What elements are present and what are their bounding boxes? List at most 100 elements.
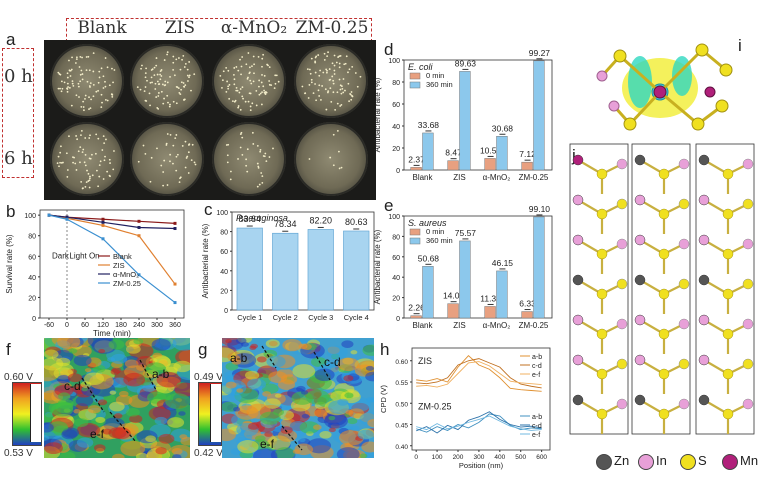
bacterial-colony: [61, 87, 64, 90]
bacterial-colony: [153, 66, 156, 69]
bacterial-colony: [187, 151, 190, 154]
y-tick-label: 0.40: [395, 444, 408, 451]
bacterial-colony: [342, 91, 345, 94]
panel-label-d: d: [384, 40, 394, 59]
bacterial-colony: [312, 92, 315, 94]
bacterial-colony: [249, 79, 252, 82]
potential-domain: [167, 417, 185, 428]
profile-line: [139, 359, 157, 391]
petri-dish: [50, 122, 124, 196]
bacterial-colony: [340, 166, 343, 169]
bacterial-colony: [222, 70, 225, 73]
bacterial-colony: [225, 144, 228, 146]
potential-domain: [81, 387, 88, 392]
x-tick-label: Cycle 1: [237, 313, 262, 322]
atom: [742, 198, 754, 210]
bacterial-colony: [68, 69, 71, 72]
bar: [410, 315, 422, 319]
bacterial-colony: [73, 156, 76, 159]
annotation-zis: ZIS: [418, 356, 432, 366]
x-tick-label: α-MnO₂: [483, 173, 511, 182]
data-point: [65, 217, 69, 221]
y-tick-label: 0.55: [395, 380, 408, 387]
chart-title: S. aureus: [408, 218, 447, 228]
bacterial-colony: [75, 135, 78, 137]
bacterial-colony: [308, 158, 311, 160]
legend-swatch: [409, 237, 421, 245]
potential-domain: [229, 393, 242, 402]
kpfm-histogram-g: [210, 384, 221, 442]
bacterial-colony: [97, 185, 100, 188]
bacterial-colony: [57, 87, 60, 90]
atom: [616, 238, 628, 250]
data-point: [101, 220, 105, 224]
bacterial-colony: [260, 81, 263, 84]
bacterial-colony: [252, 143, 255, 145]
bar: [496, 136, 508, 171]
bacterial-colony: [87, 55, 90, 58]
bacterial-colony: [92, 84, 95, 86]
potential-domain: [136, 364, 147, 371]
bacterial-colony: [84, 94, 87, 97]
metal-atom: [572, 314, 584, 326]
e-coli-antibacterial-chart: 0 20 40 60 80 100 Antibacterial rate (%) E. col…: [373, 48, 553, 182]
bacterial-colony: [151, 81, 153, 84]
bacterial-colony: [261, 65, 263, 68]
bacterial-colony: [95, 133, 98, 136]
bacterial-colony: [175, 155, 178, 158]
bacterial-colony: [306, 68, 309, 71]
bacterial-colony: [348, 68, 351, 71]
y-tick-label: 60: [220, 249, 228, 256]
bacterial-colony: [264, 152, 267, 155]
plot-frame: [403, 215, 553, 319]
y-tick-label: 100: [216, 210, 228, 217]
potential-domain: [314, 368, 335, 382]
bacterial-colony: [144, 72, 147, 75]
potential-domain: [129, 414, 143, 424]
bacterial-colony: [273, 87, 276, 90]
kpfm-histogram-f: [30, 384, 41, 442]
legend-label: ZM-0.25: [113, 279, 141, 288]
bacterial-colony: [338, 66, 341, 69]
potential-domain: [67, 373, 83, 383]
potential-domain: [44, 349, 59, 359]
bacterial-colony: [60, 145, 62, 148]
bacterial-colony: [332, 91, 335, 94]
bacterial-colony: [257, 55, 260, 58]
bacterial-colony: [236, 89, 239, 92]
potential-domain: [73, 409, 81, 414]
bacterial-colony: [78, 66, 81, 68]
bacterial-colony: [168, 105, 171, 108]
bacterial-colony: [63, 81, 66, 84]
bacterial-colony: [172, 69, 175, 71]
bacterial-colony: [261, 91, 263, 94]
x-tick-label: Cycle 2: [273, 313, 298, 322]
bacterial-colony: [241, 86, 244, 89]
bacterial-colony: [156, 147, 158, 150]
potential-domain: [133, 338, 144, 345]
bacterial-colony: [226, 80, 229, 83]
chart-title: E. coli: [408, 62, 434, 72]
y-tick-label: 0.60: [395, 359, 408, 366]
bar-value-label: 33.68: [418, 120, 440, 130]
bacterial-colony: [139, 88, 142, 91]
annotation-dark: Dark: [52, 251, 70, 260]
data-point: [65, 215, 69, 219]
petri-dish: [212, 44, 286, 118]
bacterial-colony: [82, 148, 85, 151]
bacterial-colony: [354, 72, 357, 74]
profile-line: [261, 345, 277, 369]
bacterial-colony: [186, 74, 189, 77]
profile-label: e-f: [260, 437, 275, 451]
bacterial-colony: [190, 159, 193, 161]
petri-dish: [294, 44, 368, 118]
bacterial-colony: [347, 82, 350, 85]
bacterial-colony: [80, 180, 83, 183]
bacterial-colony: [248, 92, 251, 95]
s-atom: [658, 288, 670, 300]
atom: [742, 398, 754, 410]
bacterial-colony: [99, 160, 102, 163]
bacterial-colony: [169, 75, 171, 78]
bacterial-colony: [253, 72, 255, 75]
bacterial-colony: [235, 89, 238, 92]
